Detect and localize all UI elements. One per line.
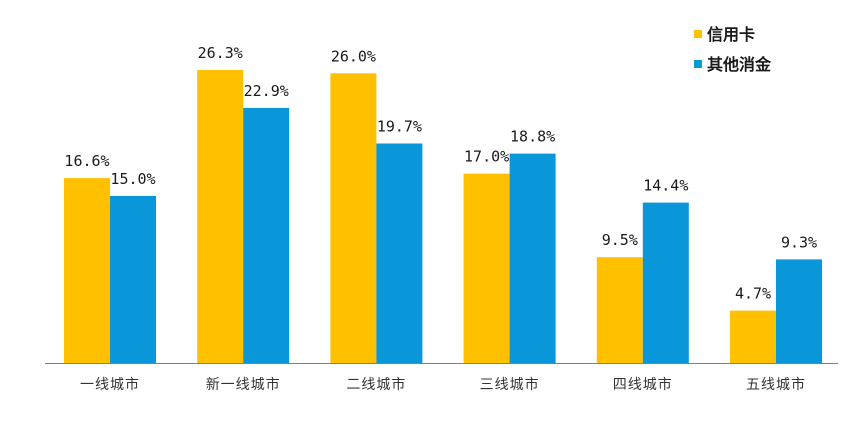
bar-other-consumer-finance-3 bbox=[376, 143, 423, 363]
data-label-credit-card-4: 17.0% bbox=[464, 148, 509, 166]
bar-other-consumer-finance-5 bbox=[642, 202, 689, 363]
data-label-other-consumer-finance-1: 15.0% bbox=[110, 170, 155, 188]
category-label-1: 一线城市 bbox=[80, 376, 140, 393]
bar-other-consumer-finance-4 bbox=[509, 153, 556, 363]
category-labels: 一线城市 新一线城市 二线城市 三线城市 四线城市 五线城市 bbox=[80, 376, 806, 393]
bar-credit-card-3 bbox=[330, 73, 377, 364]
category-label-4: 三线城市 bbox=[480, 376, 540, 393]
data-label-other-consumer-finance-4: 18.8% bbox=[510, 128, 555, 146]
bar-credit-card-5 bbox=[596, 257, 643, 363]
data-label-credit-card-2: 26.3% bbox=[198, 44, 243, 62]
value-labels: 16.6%15.0% 26.3% 22.9% 26.0% 19.7% 17.0%18.8%… bbox=[64, 44, 817, 303]
category-label-2: 新一线城市 bbox=[206, 376, 281, 393]
bar-other-consumer-finance-2 bbox=[243, 107, 290, 364]
bar-other-consumer-finance-1 bbox=[110, 195, 156, 363]
data-label-credit-card-5: 9.5% bbox=[602, 231, 638, 249]
bar-other-consumer-finance-6 bbox=[776, 259, 822, 363]
legend-label-other-consumer-finance: 其他消金 bbox=[707, 55, 772, 74]
legend-label-credit-card: 信用卡 bbox=[707, 25, 755, 44]
data-label-other-consumer-finance-2: 22.9% bbox=[244, 82, 289, 100]
legend-swatch-credit-card bbox=[694, 30, 702, 38]
data-label-other-consumer-finance-5: 14.4% bbox=[643, 177, 688, 195]
bar-credit-card-1 bbox=[64, 178, 110, 363]
category-label-3: 二线城市 bbox=[346, 376, 406, 393]
data-label-other-consumer-finance-3: 19.7% bbox=[377, 118, 422, 136]
bar-credit-card-2 bbox=[197, 70, 244, 363]
bar-credit-card-6 bbox=[730, 310, 776, 363]
category-label-6: 五线城市 bbox=[746, 376, 806, 393]
data-label-credit-card-3: 26.0% bbox=[331, 47, 376, 65]
bar-credit-card-4 bbox=[463, 173, 510, 363]
data-label-credit-card-1: 16.6% bbox=[64, 152, 109, 170]
legend-swatch-other-consumer-finance bbox=[694, 60, 702, 68]
bars-group bbox=[64, 70, 822, 364]
data-label-credit-card-6: 4.7% bbox=[735, 285, 771, 303]
data-label-other-consumer-finance-6: 9.3% bbox=[781, 233, 817, 251]
category-label-5: 四线城市 bbox=[613, 376, 673, 393]
